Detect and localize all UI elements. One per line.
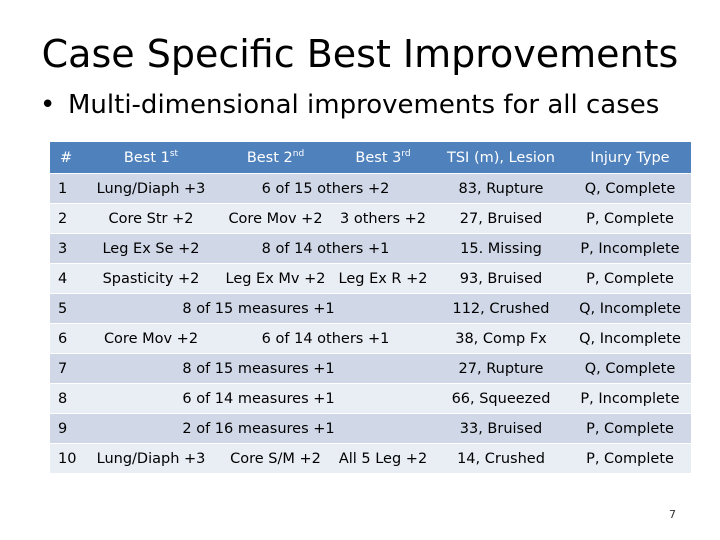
row-num: 9: [50, 413, 84, 444]
tsi-cell: 15. Missing: [433, 233, 569, 264]
best123-cell: 8 of 15 measures +1: [84, 293, 433, 324]
table-row: 8 6 of 14 measures +1 66, Squeezed P, In…: [50, 383, 691, 414]
injury-cell: P, Complete: [569, 413, 691, 444]
injury-cell: P, Complete: [569, 443, 691, 474]
best23-cell: 6 of 15 others +2: [218, 173, 433, 204]
table-row: 4 Spasticity +2 Leg Ex Mv +2 Leg Ex R +2…: [50, 263, 691, 294]
header-best2: Best 2nd: [218, 142, 333, 174]
best2-cell: Core S/M +2: [218, 443, 333, 474]
table-row: 5 8 of 15 measures +1 112, Crushed Q, In…: [50, 293, 691, 324]
best23-cell: 6 of 14 others +1: [218, 323, 433, 354]
row-num: 6: [50, 323, 84, 354]
injury-cell: P, Complete: [569, 263, 691, 294]
best3-cell: 3 others +2: [333, 203, 433, 234]
best3-cell: All 5 Leg +2: [333, 443, 433, 474]
header-num: #: [50, 142, 84, 174]
table-row: 10 Lung/Diaph +3 Core S/M +2 All 5 Leg +…: [50, 443, 691, 474]
row-num: 4: [50, 263, 84, 294]
best123-cell: 8 of 15 measures +1: [84, 353, 433, 384]
table-row: 1 Lung/Diaph +3 6 of 15 others +2 83, Ru…: [50, 173, 691, 204]
tsi-cell: 33, Bruised: [433, 413, 569, 444]
best3-cell: Leg Ex R +2: [333, 263, 433, 294]
row-num: 3: [50, 233, 84, 264]
tsi-cell: 38, Comp Fx: [433, 323, 569, 354]
injury-cell: Q, Complete: [569, 353, 691, 384]
slide-title: Case Specific Best Improvements: [41, 32, 679, 76]
row-num: 2: [50, 203, 84, 234]
header-injury: Injury Type: [569, 142, 691, 174]
best123-cell: 6 of 14 measures +1: [84, 383, 433, 414]
best2-cell: Leg Ex Mv +2: [218, 263, 333, 294]
table-header-row: # Best 1st Best 2nd Best 3rd TSI (m), Le…: [50, 142, 691, 174]
bullet-point: • Multi-dimensional improvements for all …: [40, 90, 659, 120]
best2-cell: Core Mov +2: [218, 203, 333, 234]
page-number: 7: [669, 508, 676, 521]
row-num: 10: [50, 443, 84, 474]
best1-cell: Lung/Diaph +3: [84, 173, 218, 204]
table-row: 6 Core Mov +2 6 of 14 others +1 38, Comp…: [50, 323, 691, 354]
header-best3: Best 3rd: [333, 142, 433, 174]
injury-cell: P, Incomplete: [569, 233, 691, 264]
tsi-cell: 27, Bruised: [433, 203, 569, 234]
injury-cell: Q, Incomplete: [569, 293, 691, 324]
row-num: 5: [50, 293, 84, 324]
tsi-cell: 14, Crushed: [433, 443, 569, 474]
best1-cell: Core Mov +2: [84, 323, 218, 354]
best1-cell: Core Str +2: [84, 203, 218, 234]
injury-cell: P, Incomplete: [569, 383, 691, 414]
best1-cell: Leg Ex Se +2: [84, 233, 218, 264]
case-improvements-table: # Best 1st Best 2nd Best 3rd TSI (m), Le…: [50, 142, 691, 474]
bullet-dot-icon: •: [40, 90, 56, 120]
best1-cell: Spasticity +2: [84, 263, 218, 294]
injury-cell: Q, Incomplete: [569, 323, 691, 354]
best23-cell: 8 of 14 others +1: [218, 233, 433, 264]
tsi-cell: 27, Rupture: [433, 353, 569, 384]
table-row: 7 8 of 15 measures +1 27, Rupture Q, Com…: [50, 353, 691, 384]
bullet-text: Multi-dimensional improvements for all c…: [68, 90, 660, 120]
tsi-cell: 66, Squeezed: [433, 383, 569, 414]
injury-cell: Q, Complete: [569, 173, 691, 204]
best1-cell: Lung/Diaph +3: [84, 443, 218, 474]
best123-cell: 2 of 16 measures +1: [84, 413, 433, 444]
table-row: 2 Core Str +2 Core Mov +2 3 others +2 27…: [50, 203, 691, 234]
injury-cell: P, Complete: [569, 203, 691, 234]
header-tsi: TSI (m), Lesion: [433, 142, 569, 174]
row-num: 1: [50, 173, 84, 204]
table-row: 3 Leg Ex Se +2 8 of 14 others +1 15. Mis…: [50, 233, 691, 264]
tsi-cell: 93, Bruised: [433, 263, 569, 294]
tsi-cell: 83, Rupture: [433, 173, 569, 204]
row-num: 8: [50, 383, 84, 414]
row-num: 7: [50, 353, 84, 384]
header-best1: Best 1st: [84, 142, 218, 174]
tsi-cell: 112, Crushed: [433, 293, 569, 324]
table-row: 9 2 of 16 measures +1 33, Bruised P, Com…: [50, 413, 691, 444]
